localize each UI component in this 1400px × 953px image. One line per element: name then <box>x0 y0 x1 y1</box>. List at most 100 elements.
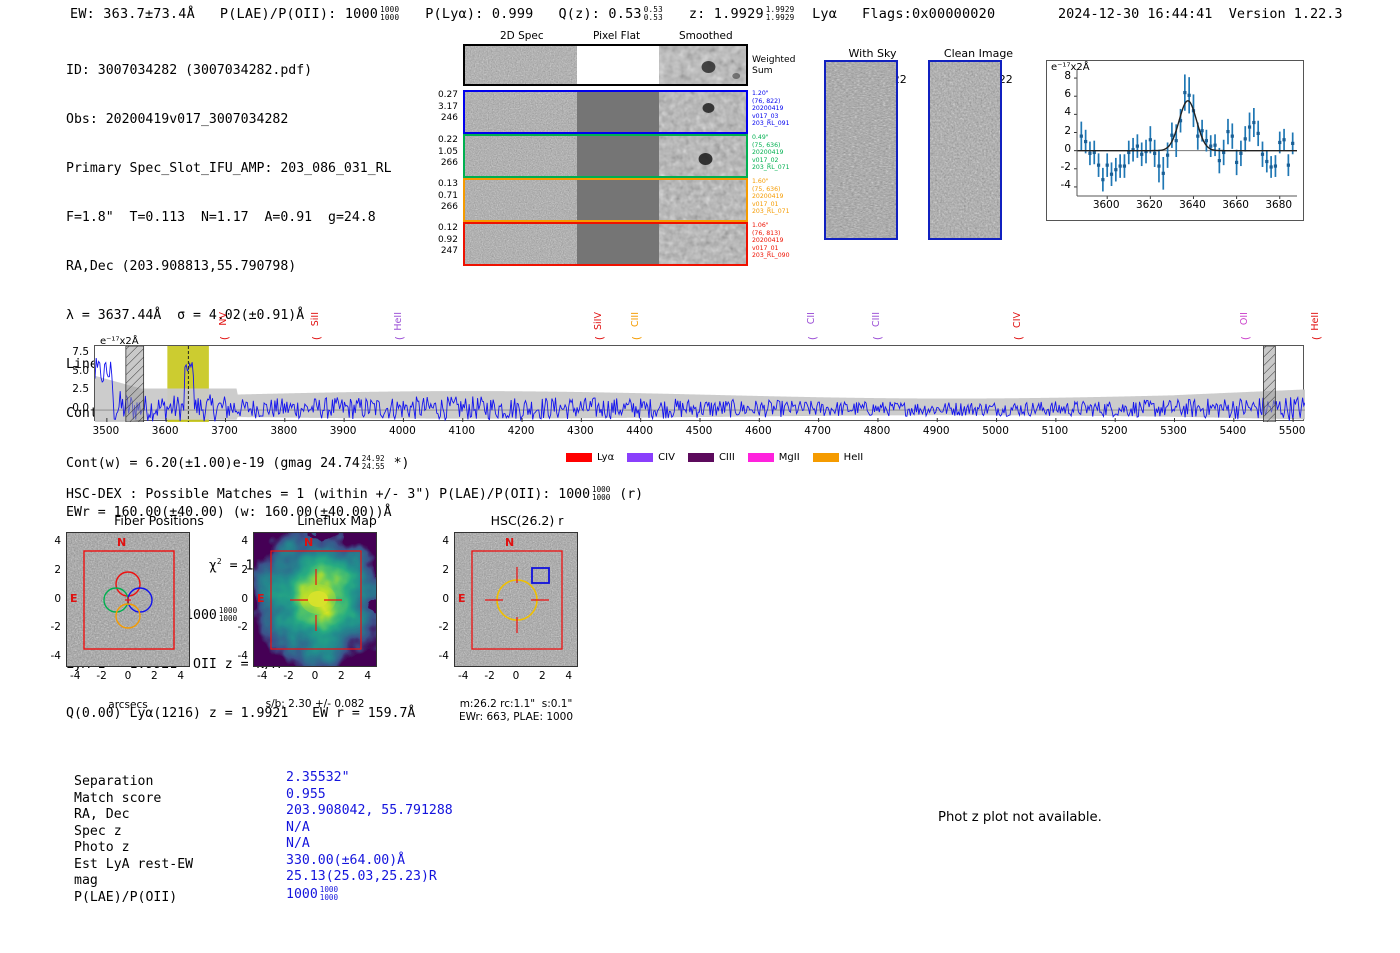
fs-xtick-4500: 4500 <box>685 425 713 437</box>
weighted-sum-pixelflat-image <box>577 46 659 84</box>
fiber-positions-image[interactable] <box>66 532 190 667</box>
fiber-2-smoothed-image <box>658 180 746 220</box>
fs-xtick-3700: 3700 <box>211 425 238 437</box>
legend-item-ciii: CIII <box>687 452 735 463</box>
panel-1-ytick--2: -2 <box>237 621 248 634</box>
info-line-radec: RA,Dec (203.908813,55.790798) <box>66 258 297 274</box>
header-plya: P(Lyα): 0.999 <box>425 6 534 22</box>
hsc-r-image[interactable] <box>454 532 578 667</box>
col-title-pixelflat: Pixel Flat <box>593 30 641 42</box>
fiber-strip-1 <box>463 134 748 178</box>
fs-ytick-2.5: 2.5 <box>72 383 89 396</box>
legend-swatch-lyα <box>566 453 592 462</box>
match-value-spec-z: N/A <box>286 819 310 835</box>
fs-ytick-0: 0.0 <box>72 402 89 415</box>
zoom-ytick-4: 4 <box>1064 106 1071 119</box>
panel-0-ytick-2: 2 <box>54 563 61 576</box>
lineflux-map-compass-n: N <box>304 536 314 549</box>
fs-xtick-5500: 5500 <box>1278 425 1306 437</box>
fiber-1-2dspec-image <box>465 136 578 176</box>
fiber-stats-2: 0.13 0.71 266 <box>437 179 458 212</box>
header-lya: Lyα <box>812 6 838 22</box>
weighted-sum-label: Weighted Sum <box>752 54 796 76</box>
legend-item-lyα: Lyα <box>566 452 614 463</box>
emission-line-tick-siiv-3: ( <box>593 336 607 341</box>
lineflux-map-compass-e: E <box>257 592 265 605</box>
panel-0-xtick--4: -4 <box>69 670 81 682</box>
fs-xtick-4700: 4700 <box>804 425 831 437</box>
weighted-sum-smoothed-image <box>658 46 746 84</box>
panel-title-fiber-positions: Fiber Positions <box>114 513 204 528</box>
fiber-3-2dspec-image <box>465 224 578 264</box>
panel-1-xtick--2: -2 <box>283 670 294 682</box>
fs-xtick-4000: 4000 <box>389 425 416 437</box>
fiber-meta-2: 1.60" (75, 636) 20200419 v017_01 203_RL_… <box>752 178 790 216</box>
match-value-plae: 1000 1000 1000 <box>286 884 339 902</box>
fs-ytick-7.5: 7.5 <box>72 346 89 359</box>
emission-line-label-ciii-4: CIII <box>629 312 641 328</box>
panel-0-xtick-4: 4 <box>177 670 185 682</box>
emission-line-tick-heii-9: ( <box>1309 336 1323 341</box>
legend-swatch-heii <box>812 453 839 462</box>
match-plae-fraction: 1000 1000 <box>319 884 339 902</box>
col-title-2dspec: 2D Spec <box>500 30 544 42</box>
match-label-mag: mag <box>74 873 98 888</box>
info-line-id: ID: 3007034282 (3007034282.pdf) <box>66 62 313 78</box>
panel-2-ytick--2: -2 <box>438 621 449 634</box>
legend-label-lyα: Lyα <box>597 452 615 463</box>
emission-line-label-nv-0: NV <box>218 312 230 326</box>
panel-2-ytick-0: 0 <box>442 592 449 605</box>
fs-xtick-4100: 4100 <box>448 425 476 437</box>
weighted-sum-strip <box>463 44 748 86</box>
emission-line-label-siii-1: SiII <box>310 312 322 327</box>
emission-line-label-ciii-6: CIII <box>870 312 882 328</box>
panel-0-ytick-0: 0 <box>54 592 61 605</box>
info-line-classification: Q(0.00) Lyα(1216) z = 1.9921 EW r = 159.… <box>66 706 416 722</box>
info-line-cont-w: Cont(w) = 6.20(±1.00)e-19 (gmag 24.74 24.… <box>66 453 410 471</box>
fs-xtick-3600: 3600 <box>151 425 179 437</box>
fiber-meta-0: 1.20" (76, 822) 20200419 v017_03 203_RL_… <box>752 90 790 128</box>
fiber-strip-3 <box>463 222 748 266</box>
panel-1-xtick-2: 2 <box>338 670 345 682</box>
header-plae-fraction: 1000 1000 <box>380 5 400 22</box>
cont-w-gmag-fraction: 24.92 24.55 <box>361 453 385 471</box>
panel-0-ytick--4: -4 <box>50 649 61 662</box>
fiber-stats-3: 0.12 0.92 247 <box>437 223 458 256</box>
panel-2-xtick--2: -2 <box>484 670 495 682</box>
weighted-sum-2dspec-image <box>465 46 578 84</box>
fiber-strip-0 <box>463 90 748 134</box>
emission-line-tick-oii-8: ( <box>1238 336 1252 341</box>
fiber-1-pixelflat-image <box>577 136 659 176</box>
header-ew: EW: 363.7±73.4Å <box>70 6 195 22</box>
info-line-primary-spec: Primary Spec_Slot_IFU_AMP: 203_086_031_R… <box>66 160 392 176</box>
zoom-ytick--4: -4 <box>1060 178 1071 191</box>
emission-line-tick-ciii-6: ( <box>870 336 884 341</box>
emission-line-label-heii-2: HeII <box>393 312 405 331</box>
emission-line-zoom-plot <box>1046 60 1304 221</box>
zoom-plot-units-label: e⁻¹⁷x2Å <box>1051 62 1090 73</box>
emission-line-label-cii-5: CII <box>805 312 817 325</box>
match-label-radec: RA, Dec <box>74 807 130 822</box>
full-spectrum-units-label: e⁻¹⁷x2Å <box>100 336 139 347</box>
lineflux-map-caption: s/b: 2.30 +/- 0.082 <box>265 698 365 710</box>
fiber-3-pixelflat-image <box>577 224 659 264</box>
fiber-0-2dspec-image <box>465 92 578 132</box>
match-value-radec: 203.908042, 55.791288 <box>286 803 453 818</box>
fs-xtick-5000: 5000 <box>982 425 1009 437</box>
panel-2-xtick-2: 2 <box>539 670 546 682</box>
legend-swatch-civ <box>627 453 654 462</box>
fs-xtick-3900: 3900 <box>329 425 357 437</box>
fiber-3-smoothed-image <box>658 224 746 264</box>
emission-line-label-siiv-3: SiIV <box>593 312 605 330</box>
legend-label-civ: CIV <box>658 452 675 463</box>
emission-line-tick-nv-0: ( <box>218 336 232 341</box>
match-value-photo-z: N/A <box>286 836 310 851</box>
match-label-separation: Separation <box>74 774 154 789</box>
lineflux-map-image[interactable] <box>253 532 377 667</box>
panel-1-xtick--4: -4 <box>256 670 268 682</box>
zoom-ytick-6: 6 <box>1064 88 1071 101</box>
panel-title-lineflux-map: Lineflux Map <box>297 513 377 528</box>
legend-label-ciii: CIII <box>718 452 735 463</box>
header-qz-fraction: 0.53 0.53 <box>643 5 663 22</box>
cutout-0-title: With Sky <box>848 47 897 60</box>
